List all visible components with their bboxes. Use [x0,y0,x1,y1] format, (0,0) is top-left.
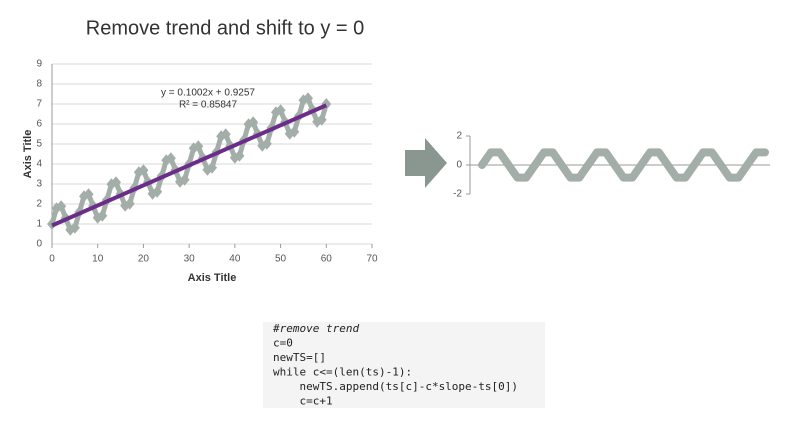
code-line: newTS=[] [273,351,326,364]
data-point [275,104,286,117]
x-tick-label: 40 [229,254,241,265]
code-line: newTS.append(ts[c]-c*slope-ts[0]) [273,380,518,393]
x-tick-label: 0 [49,254,55,265]
data-point [261,137,272,150]
x-tick-label: 50 [275,254,287,265]
y-tick-label: 9 [36,59,42,70]
y-axis-title: Axis Title [22,130,34,179]
x-tick-label: 30 [184,254,196,265]
data-point [234,149,245,162]
trend-r2: R² = 0.85847 [179,100,238,111]
data-point [152,185,163,198]
x-tick-label: 20 [138,254,150,265]
trendline [51,103,328,228]
data-point [97,209,108,222]
x-tick-label: 60 [321,254,333,265]
data-point [138,164,149,177]
trend-equation: y = 0.1002x + 0.9257 [161,88,255,99]
data-point [303,92,313,105]
data-point [289,125,300,138]
data-point [179,173,190,186]
slide-title: Remove trend and shift to y = 0 [86,17,365,39]
code-line: c=0 [273,337,293,350]
y-tick-label: 7 [36,99,42,110]
data-point [207,161,217,174]
y-tick-label: 0 [36,239,42,250]
y-tick-label: 2 [36,199,42,210]
series-line [478,148,769,182]
data-point [248,116,259,129]
code-line: c=c+1 [273,395,333,408]
x-axis-title: Axis Title [188,272,237,284]
y-tick-label: 8 [36,79,42,90]
data-point [316,113,327,126]
code-line: while c<=(len(ts)-1): [273,366,412,379]
data-point [56,200,67,213]
arrow [405,138,447,188]
data-point [111,176,121,189]
data-point [69,221,80,234]
code-block [263,322,545,408]
x-tick-label: 70 [366,254,378,265]
y-tick-label: 3 [36,179,42,190]
y-tick-label: 5 [36,139,42,150]
data-point [220,128,231,141]
data-point [124,197,135,210]
y-tick-label: 6 [36,119,42,130]
data-point [83,188,94,201]
y-tick-label: 4 [36,159,42,170]
code-line: #remove trend [272,322,359,335]
data-point [193,140,204,153]
y-tick-label: -2 [453,189,462,200]
x-tick-label: 10 [92,254,104,265]
data-point [165,152,176,165]
y-tick-label: 0 [456,160,462,171]
y-tick-label: 1 [36,219,42,230]
y-tick-label: 2 [456,131,462,142]
